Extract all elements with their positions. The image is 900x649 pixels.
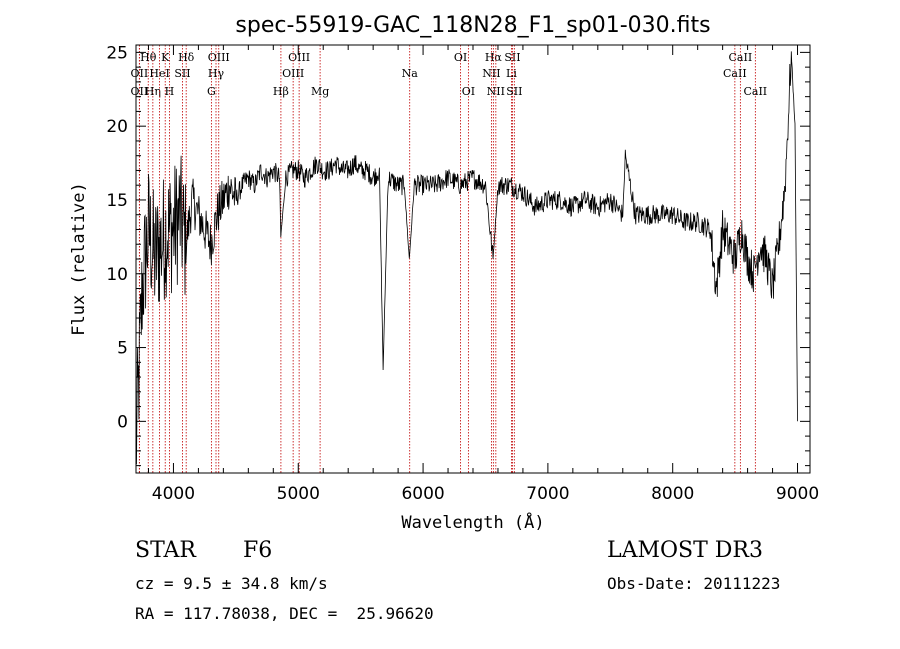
y-tick-label-5: 5	[117, 339, 128, 359]
line-label-oiii: OIII	[282, 67, 304, 80]
line-label-oi: OI	[454, 51, 467, 64]
line-label-caii: CaII	[729, 51, 753, 64]
ra-dec-coordinates: RA = 117.78038, DEC = 25.96620	[135, 604, 434, 623]
line-label-hβ: Hβ	[273, 85, 289, 98]
line-label-oiii: OIII	[288, 51, 310, 64]
line-label-hγ: Hγ	[208, 67, 225, 80]
plot-frame	[136, 45, 810, 473]
line-label-sii: SII	[504, 51, 520, 64]
y-tick-label-20: 20	[106, 117, 128, 137]
line-label-mg: Mg	[311, 85, 329, 98]
line-label-h: H	[165, 85, 175, 98]
survey-name: LAMOST DR3	[607, 538, 763, 563]
redshift-velocity: cz = 9.5 ± 34.8 km/s	[135, 574, 328, 593]
line-label-oi: OI	[462, 85, 475, 98]
x-tick-label-8000: 8000	[651, 484, 694, 504]
chart-title: spec-55919-GAC_118N28_F1_sp01-030.fits	[235, 13, 710, 38]
line-label-nii: NII	[482, 67, 500, 80]
line-label-li: Li	[506, 67, 517, 80]
line-label-hη: Hη	[145, 85, 161, 98]
line-label-k: K	[161, 51, 170, 64]
line-label-hα: Hα	[485, 51, 503, 64]
x-tick-label-4000: 4000	[152, 484, 195, 504]
spectral-subclass: F6	[243, 538, 272, 563]
line-label-sii: SII	[506, 85, 522, 98]
line-label-hθ: Hθ	[140, 51, 157, 64]
line-label-caii: CaII	[743, 85, 767, 98]
y-axis-label: Flux (relative)	[69, 182, 89, 336]
observation-date: Obs-Date: 20111223	[607, 574, 780, 593]
y-tick-label-0: 0	[117, 412, 128, 432]
x-tick-label-7000: 7000	[526, 484, 569, 504]
object-class: STAR	[135, 538, 196, 563]
y-tick-label-25: 25	[106, 43, 128, 63]
x-tick-label-5000: 5000	[277, 484, 320, 504]
line-label-caii: CaII	[723, 67, 747, 80]
x-tick-label-6000: 6000	[401, 484, 444, 504]
y-tick-label-15: 15	[106, 191, 128, 211]
line-label-na: Na	[402, 67, 419, 80]
line-label-hei: HeI	[149, 67, 169, 80]
x-tick-label-9000: 9000	[776, 484, 819, 504]
spectrum-series-line	[136, 51, 798, 464]
x-axis-label: Wavelength (Å)	[401, 511, 544, 533]
line-label-hδ: Hδ	[178, 51, 195, 64]
line-label-g: G	[207, 85, 216, 98]
line-label-sii: SII	[174, 67, 190, 80]
line-label-nii: NII	[487, 85, 505, 98]
y-tick-label-10: 10	[106, 265, 128, 285]
